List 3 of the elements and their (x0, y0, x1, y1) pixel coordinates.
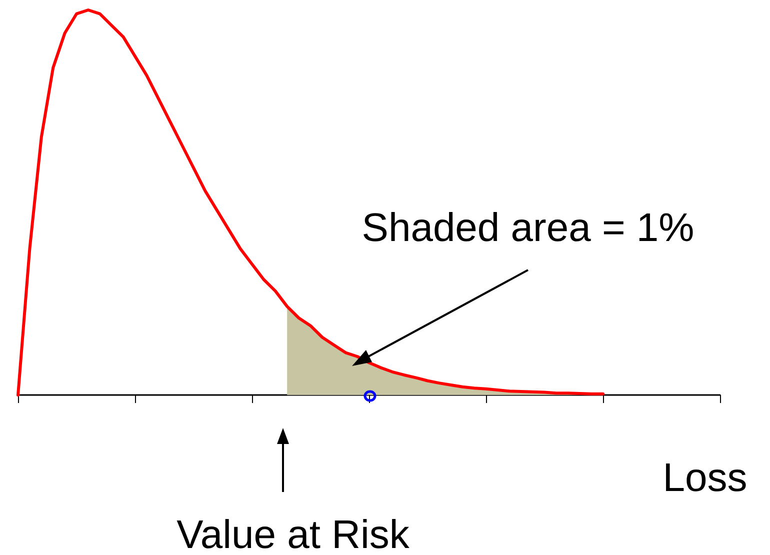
text: Value at Risk (176, 513, 410, 555)
x-axis-title: Loss (662, 456, 748, 500)
annotation: Shaded area = 1% (362, 206, 694, 250)
